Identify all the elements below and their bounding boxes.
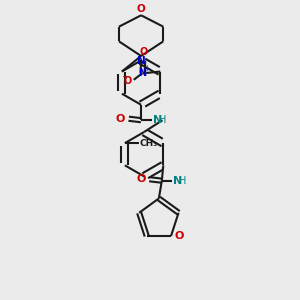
Text: N: N — [153, 115, 162, 125]
Text: H: H — [159, 115, 166, 125]
Text: −: − — [122, 72, 130, 82]
Text: O: O — [137, 4, 146, 14]
Text: N: N — [139, 68, 147, 78]
Text: O: O — [123, 76, 131, 86]
Text: +: + — [143, 64, 150, 74]
Text: O: O — [175, 231, 184, 241]
Text: O: O — [116, 114, 125, 124]
Text: O: O — [136, 174, 146, 184]
Text: N: N — [137, 56, 146, 66]
Text: N: N — [173, 176, 182, 186]
Text: CH₃: CH₃ — [140, 139, 158, 148]
Text: H: H — [179, 176, 186, 186]
Text: O: O — [139, 47, 147, 57]
